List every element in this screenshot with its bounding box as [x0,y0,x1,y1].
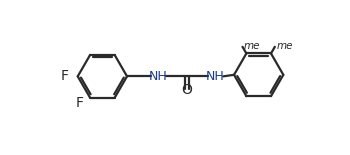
Text: NH: NH [206,70,225,83]
Text: F: F [76,96,84,110]
Text: F: F [61,69,69,83]
Text: O: O [182,83,193,97]
Text: me: me [276,41,293,51]
Text: me: me [244,41,260,51]
Text: NH: NH [149,70,168,83]
